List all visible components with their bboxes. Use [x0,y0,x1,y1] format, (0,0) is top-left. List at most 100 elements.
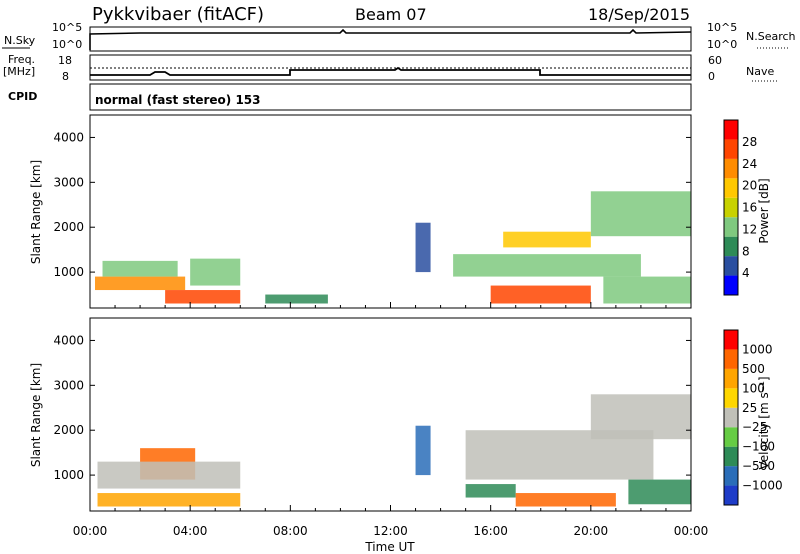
power-patch-4 [265,294,328,304]
nsearch-label: N.Search [746,30,796,43]
noise-left-tick-bottom: 10^0 [52,38,82,51]
power-ytick-label-0: 4000 [53,130,84,144]
power-patch-1 [102,260,178,277]
power-patch-8 [590,191,691,237]
power-colorbar-swatch-5 [724,178,738,198]
power-colorbar-frame [723,119,739,296]
freq-tick-bottom: 8 [62,70,69,83]
velocity-ytick-label-3: 1000 [53,468,84,482]
freq-panel: Freq. [MHz] 18 8 60 0 Nave [3,53,778,83]
power-colorbar-tick-2: 20 [742,179,757,193]
power-colorbar-swatch-1 [724,256,738,276]
velocity-ylabel: Slant Range [km] [29,363,43,467]
velocity-colorbar-tick-5: −100 [742,440,775,454]
xtick-label-6: 00:00 [674,524,709,538]
xtick-label-0: 00:00 [73,524,108,538]
xtick-label-3: 12:00 [373,524,408,538]
velocity-patch-3 [415,425,431,476]
velocity-patch-2 [97,493,241,507]
freq-label-1: Freq. [8,53,35,66]
power-colorbar-swatch-2 [724,236,738,257]
power-colorbar-tick-3: 16 [742,201,757,215]
nave-tick-top: 60 [708,54,722,67]
power-patch-7 [503,231,591,248]
cpid-label: CPID [8,90,37,103]
power-colorbar-swatch-8 [724,120,738,140]
beam-label: Beam 07 [355,5,427,24]
noise-sky-trace [89,28,692,50]
velocity-patch-1 [97,461,241,489]
velocity-colorbar-tick-1: 500 [742,362,765,376]
velocity-x-axis: 00:00 04:00 08:00 12:00 16:00 20:00 00:00 [73,302,709,538]
freq-label-2: [MHz] [3,65,35,78]
power-colorbar-label: Power [dB] [757,178,771,243]
velocity-y-axis: 4000 3000 2000 1000 [53,333,691,482]
velocity-colorbar-tick-6: −500 [742,459,775,473]
power-colorbar-tick-6: 4 [742,266,750,280]
velocity-colorbar-swatch-3 [724,427,738,447]
power-colorbar-tick-5: 8 [742,244,750,258]
velocity-colorbar-tick-3: 25 [742,401,757,415]
power-colorbar-swatch-4 [724,197,738,218]
velocity-colorbar-swatch-0 [724,485,738,505]
power-patch-3 [165,290,241,304]
velocity-ytick-label-1: 3000 [53,378,84,392]
power-colorbar: 28 24 20 16 12 8 4 [723,119,757,296]
velocity-patch-6 [465,484,516,498]
velocity-ytick-label-2: 2000 [53,423,84,437]
velocity-colorbar-swatch-1 [724,466,738,486]
power-patch-2 [190,258,241,286]
xtick-label-1: 04:00 [173,524,208,538]
velocity-colorbar-label: Velocity [m s⁻¹] [757,376,771,469]
power-colorbar-tick-0: 28 [742,135,757,149]
radar-title: Pykkvibaer (fitACF) [92,4,264,25]
noise-right-tick-bottom: 10^0 [707,38,737,51]
noise-panel: N.Sky 10^5 10^0 10^5 10^0 N.Search [2,21,796,52]
power-colorbar-swatch-7 [724,139,738,159]
cpid-value: normal (fast stereo) 153 [95,93,261,107]
velocity-patch-8 [628,479,691,505]
velocity-colorbar-tick-7: −1000 [742,479,783,493]
power-panel: 4000 3000 2000 1000 Slant Range [km] [29,114,692,309]
velocity-colorbar-tick-2: 100 [742,381,765,395]
velocity-colorbar: 1000 500 100 25 −25 −100 −500 −1000 [723,329,783,506]
cpid-panel: CPID normal (fast stereo) 153 [8,83,692,111]
power-data [95,191,691,304]
velocity-colorbar-tick-0: 1000 [742,342,773,356]
power-patch-5 [415,222,431,273]
xtick-label-5: 20:00 [574,524,609,538]
velocity-colorbar-swatch-2 [724,446,738,467]
freq-tick-top: 18 [58,54,72,67]
power-colorbar-swatch-3 [724,217,738,237]
power-colorbar-tick-1: 24 [742,157,757,171]
power-ylabel: Slant Range [km] [29,160,43,264]
velocity-colorbar-frame [723,329,739,506]
freq-trace [90,66,691,76]
velocity-colorbar-swatch-4 [724,407,738,428]
power-patch-10 [603,276,691,304]
velocity-colorbar-swatch-5 [724,388,738,408]
velocity-patch-7 [515,493,616,507]
velocity-ytick-label-0: 4000 [53,333,84,347]
velocity-data [97,394,691,507]
power-ytick-label-2: 2000 [53,220,84,234]
power-ytick-label-1: 3000 [53,175,84,189]
xtick-label-2: 08:00 [273,524,308,538]
date-label: 18/Sep/2015 [588,5,690,24]
velocity-colorbar-swatch-7 [724,349,738,369]
time-xlabel: Time UT [364,540,415,554]
noise-left-tick-top: 10^5 [52,21,82,34]
noise-right-tick-top: 10^5 [707,21,737,34]
power-colorbar-swatch-6 [724,158,738,179]
nsky-label: N.Sky [4,34,36,47]
power-patch-0 [95,276,186,291]
power-y-axis: 4000 3000 2000 1000 [53,130,691,279]
velocity-patch-5 [590,394,691,440]
xtick-label-4: 16:00 [473,524,508,538]
power-ytick-label-3: 1000 [53,265,84,279]
nave-tick-bottom: 0 [708,70,715,83]
power-colorbar-tick-4: 12 [742,222,757,236]
power-colorbar-swatch-0 [724,275,738,295]
velocity-colorbar-swatch-6 [724,368,738,389]
